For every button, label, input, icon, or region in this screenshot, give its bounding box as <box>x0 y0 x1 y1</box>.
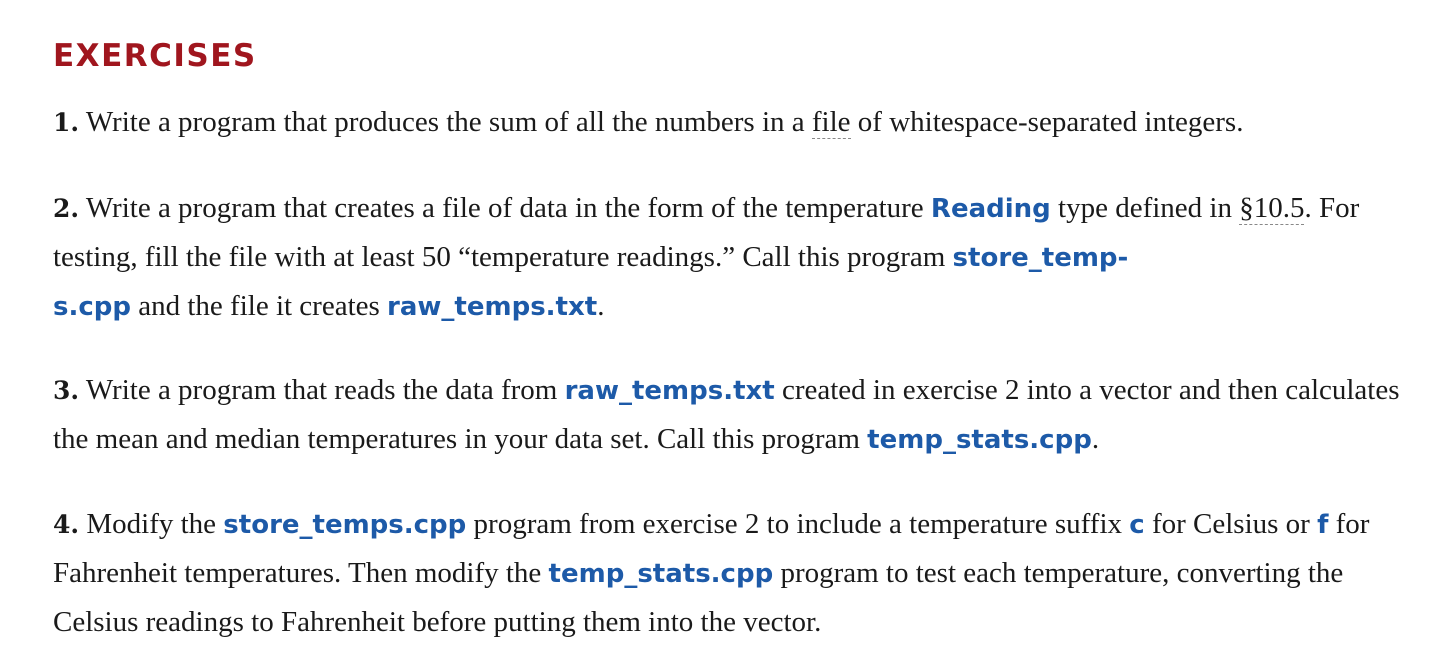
exercise-3: 3. Write a program that reads the data f… <box>53 366 1428 464</box>
exercise-text: . <box>1091 423 1100 455</box>
code-temp-stats: temp_stats.cpp <box>867 425 1092 455</box>
code-f-suffix: f <box>1317 510 1329 540</box>
glossary-term-file[interactable]: file <box>811 106 851 139</box>
exercise-text: program to test each temperature, conver… <box>53 557 1344 638</box>
code-store-temps: store_temps.cpp <box>223 510 467 540</box>
exercise-text: of whitespace-separated integers. <box>850 106 1244 138</box>
exercise-text: Write a program that reads the data from <box>79 374 565 406</box>
exercise-number: 1. <box>53 108 80 137</box>
exercise-number: 2. <box>53 194 80 223</box>
exercise-text: Write a program that produces the sum of… <box>79 106 812 138</box>
section-ref-link[interactable]: §10.5 <box>1239 192 1305 225</box>
code-store-temps-part2: s.cpp <box>53 292 131 322</box>
code-reading: Reading <box>930 194 1051 224</box>
exercise-text: . <box>597 290 605 322</box>
exercise-1: 1. Write a program that produces the sum… <box>53 98 1428 147</box>
exercise-text: for Fahrenheit temperatures. Then modify… <box>53 508 1370 589</box>
exercise-text: Modify the <box>79 508 224 540</box>
exercise-text: program from exercise 2 to include a tem… <box>466 508 1130 540</box>
exercise-number: 4. <box>53 510 80 539</box>
exercise-number: 3. <box>53 376 80 405</box>
code-raw-temps: raw_temps.txt <box>387 292 598 322</box>
exercise-text: . For testing, fill the file with at lea… <box>53 192 1360 273</box>
code-raw-temps: raw_temps.txt <box>564 376 775 406</box>
exercise-2: 2. Write a program that creates a file o… <box>53 184 1428 331</box>
exercise-text: type defined in <box>1050 192 1240 224</box>
exercise-text: created in exercise 2 into a vector and … <box>53 374 1400 455</box>
code-store-temps-part1: store_temp- <box>952 243 1129 273</box>
code-c-suffix: c <box>1129 510 1145 540</box>
section-heading: EXERCISES <box>53 38 257 74</box>
exercise-4: 4. Modify the store_temps.cpp program fr… <box>53 500 1428 646</box>
exercise-text: for Celsius or <box>1144 508 1318 540</box>
code-temp-stats: temp_stats.cpp <box>548 559 774 589</box>
exercise-text: Write a program that creates a file of d… <box>79 192 931 224</box>
exercise-text: and the file it creates <box>131 290 388 322</box>
